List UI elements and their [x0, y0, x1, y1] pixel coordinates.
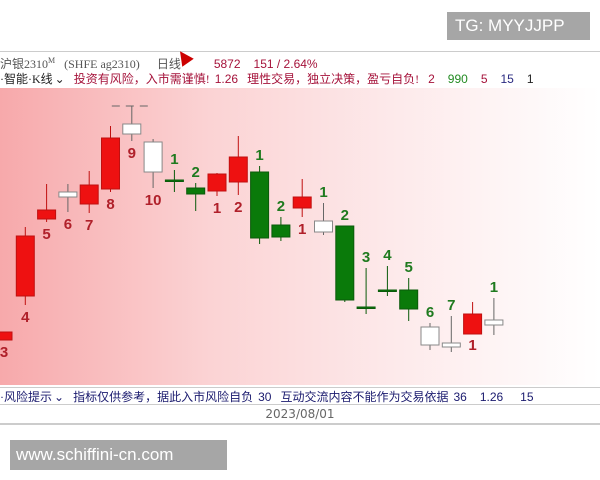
candle-count-label: 7	[447, 297, 455, 314]
indicator-value: 2	[428, 72, 435, 86]
candle-body	[79, 184, 99, 205]
candle-count-label: 1	[298, 221, 306, 238]
candle-count-label: 9	[128, 145, 136, 162]
footer-value: 36	[453, 390, 467, 404]
symbol-name: 沪银2310M	[0, 56, 56, 71]
indicator-text: 投资有风险，入市需谨慎!	[73, 72, 210, 86]
candle-count-label: 1	[490, 279, 498, 296]
indicator-value: 1	[526, 72, 534, 86]
footer-value: 15	[520, 390, 534, 404]
footer-text: 互动交流内容不能作为交易依据	[280, 390, 449, 404]
candle-count-label: 2	[234, 199, 242, 216]
candle-count-label: 1	[255, 147, 263, 164]
candle-count-label: 10	[145, 192, 162, 209]
candle-count-label: 2	[192, 164, 200, 181]
candle-count-label: 1	[468, 337, 476, 354]
candle-body	[356, 306, 376, 309]
candle-body	[0, 331, 13, 341]
candle-count-label: 3	[0, 344, 8, 361]
candle-body	[441, 342, 461, 348]
candlestick-chart[interactable]: 3 4 5 6 7 8 9 10 1 2 1 2 1 2 1 1 2 3 4 5 6 7 1 1	[0, 88, 600, 385]
candle-body	[122, 123, 142, 135]
indicator-value: 15	[500, 72, 514, 86]
price-change: 151 / 2.64%	[253, 57, 318, 71]
candle-body	[228, 156, 248, 183]
candle-count-label: 6	[426, 304, 434, 321]
period-selector[interactable]: 日线	[156, 57, 181, 71]
candle-body	[207, 173, 227, 192]
candle-body	[143, 141, 163, 173]
indicator-text: 理性交易，独立决策，盈亏自负!	[247, 72, 420, 86]
candle-count-label: 2	[341, 207, 349, 224]
candle-count-label: 1	[319, 184, 327, 201]
footer-value: 1.26	[479, 390, 504, 404]
footer-text: 指标仅供参考，据此入市风险自负	[73, 390, 254, 404]
candle-count-label: 4	[383, 247, 392, 264]
risk-footer: ·风险提示 ⌄ 指标仅供参考，据此入市风险自负 30 互动交流内容不能作为交易依据…	[0, 387, 600, 405]
watermark-top: TG: MYYJJPP	[447, 12, 590, 40]
symbol-header: 沪银2310M (SHFE ag2310) 日线 5872 151 / 2.64…	[0, 51, 600, 71]
candle-count-label: 7	[85, 217, 93, 234]
candle-body	[37, 209, 57, 220]
candle-count-label: 1	[213, 200, 221, 217]
indicator-value: 5	[480, 72, 488, 86]
candle-body	[377, 289, 397, 292]
footer-value: 30	[258, 390, 272, 404]
candle-body	[463, 313, 483, 335]
candle-body	[484, 319, 504, 326]
symbol-code: (SHFE ag2310)	[64, 57, 140, 71]
candle-count-label: 1	[170, 151, 178, 168]
candle-count-label: 2	[277, 198, 285, 215]
footer-selector[interactable]: ·风险提示 ⌄	[0, 390, 65, 404]
candle-count-label: 4	[21, 309, 30, 326]
indicator-value: 990	[447, 72, 468, 86]
candle-body	[101, 137, 120, 190]
candle-body	[186, 187, 206, 195]
candle-body	[250, 171, 270, 239]
candle-count-label: 5	[42, 226, 50, 243]
candle-body	[58, 191, 78, 198]
candle-body	[15, 235, 35, 297]
indicator-bar: ·智能·K线 ⌄ 投资有风险，入市需谨慎! 1.26 理性交易，独立决策，盈亏自负…	[0, 70, 600, 88]
chevron-down-icon: ⌄	[54, 390, 65, 404]
last-price: 5872	[213, 57, 241, 71]
candle-body	[399, 289, 419, 310]
date-axis-label: 2023/08/01	[0, 405, 600, 425]
candle-body	[420, 326, 440, 346]
candle-count-label: 6	[64, 216, 72, 233]
candle-count-label: 5	[405, 259, 413, 276]
candle-count-label: 3	[362, 249, 370, 266]
indicator-value: 1.26	[214, 72, 239, 86]
candle-body	[335, 225, 355, 301]
candle-count-label: 8	[106, 196, 114, 213]
candle-body	[314, 220, 333, 233]
candle-body	[164, 179, 184, 182]
chevron-down-icon: ⌄	[54, 72, 65, 86]
candle-body	[292, 196, 312, 209]
watermark-bottom: www.schiffini-cn.com	[10, 440, 227, 470]
candle-body	[271, 224, 291, 238]
indicator-selector[interactable]: ·智能·K线 ⌄	[0, 72, 65, 86]
